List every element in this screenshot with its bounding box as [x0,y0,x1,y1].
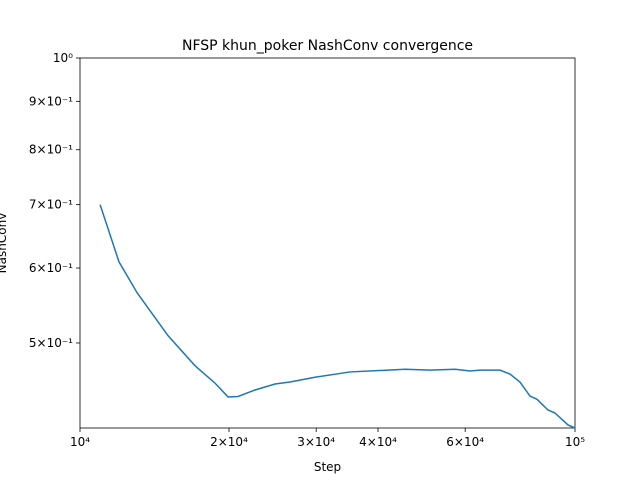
x-tick-label: 10⁵ [565,435,585,449]
x-tick-label: 6×10⁴ [446,435,484,449]
y-tick-label: 6×10⁻¹ [29,261,73,275]
y-axis-label: NashConv [0,213,9,274]
y-tick-label: 5×10⁻¹ [29,336,73,350]
x-tick-label: 2×10⁴ [210,435,248,449]
y-tick-label: 7×10⁻¹ [29,198,73,212]
x-tick-label: 3×10⁴ [297,435,335,449]
x-tick-label: 10⁴ [70,435,90,449]
x-axis-label: Step [314,460,341,474]
chart-title: NFSP khun_poker NashConv convergence [182,38,473,54]
series-line [99,204,576,429]
y-tick-label: 9×10⁻¹ [29,94,73,108]
x-tick-label: 4×10⁴ [359,435,397,449]
y-tick-label: 8×10⁻¹ [29,143,73,157]
plot-frame [79,57,576,429]
y-tick-label: 10⁰ [53,51,73,65]
